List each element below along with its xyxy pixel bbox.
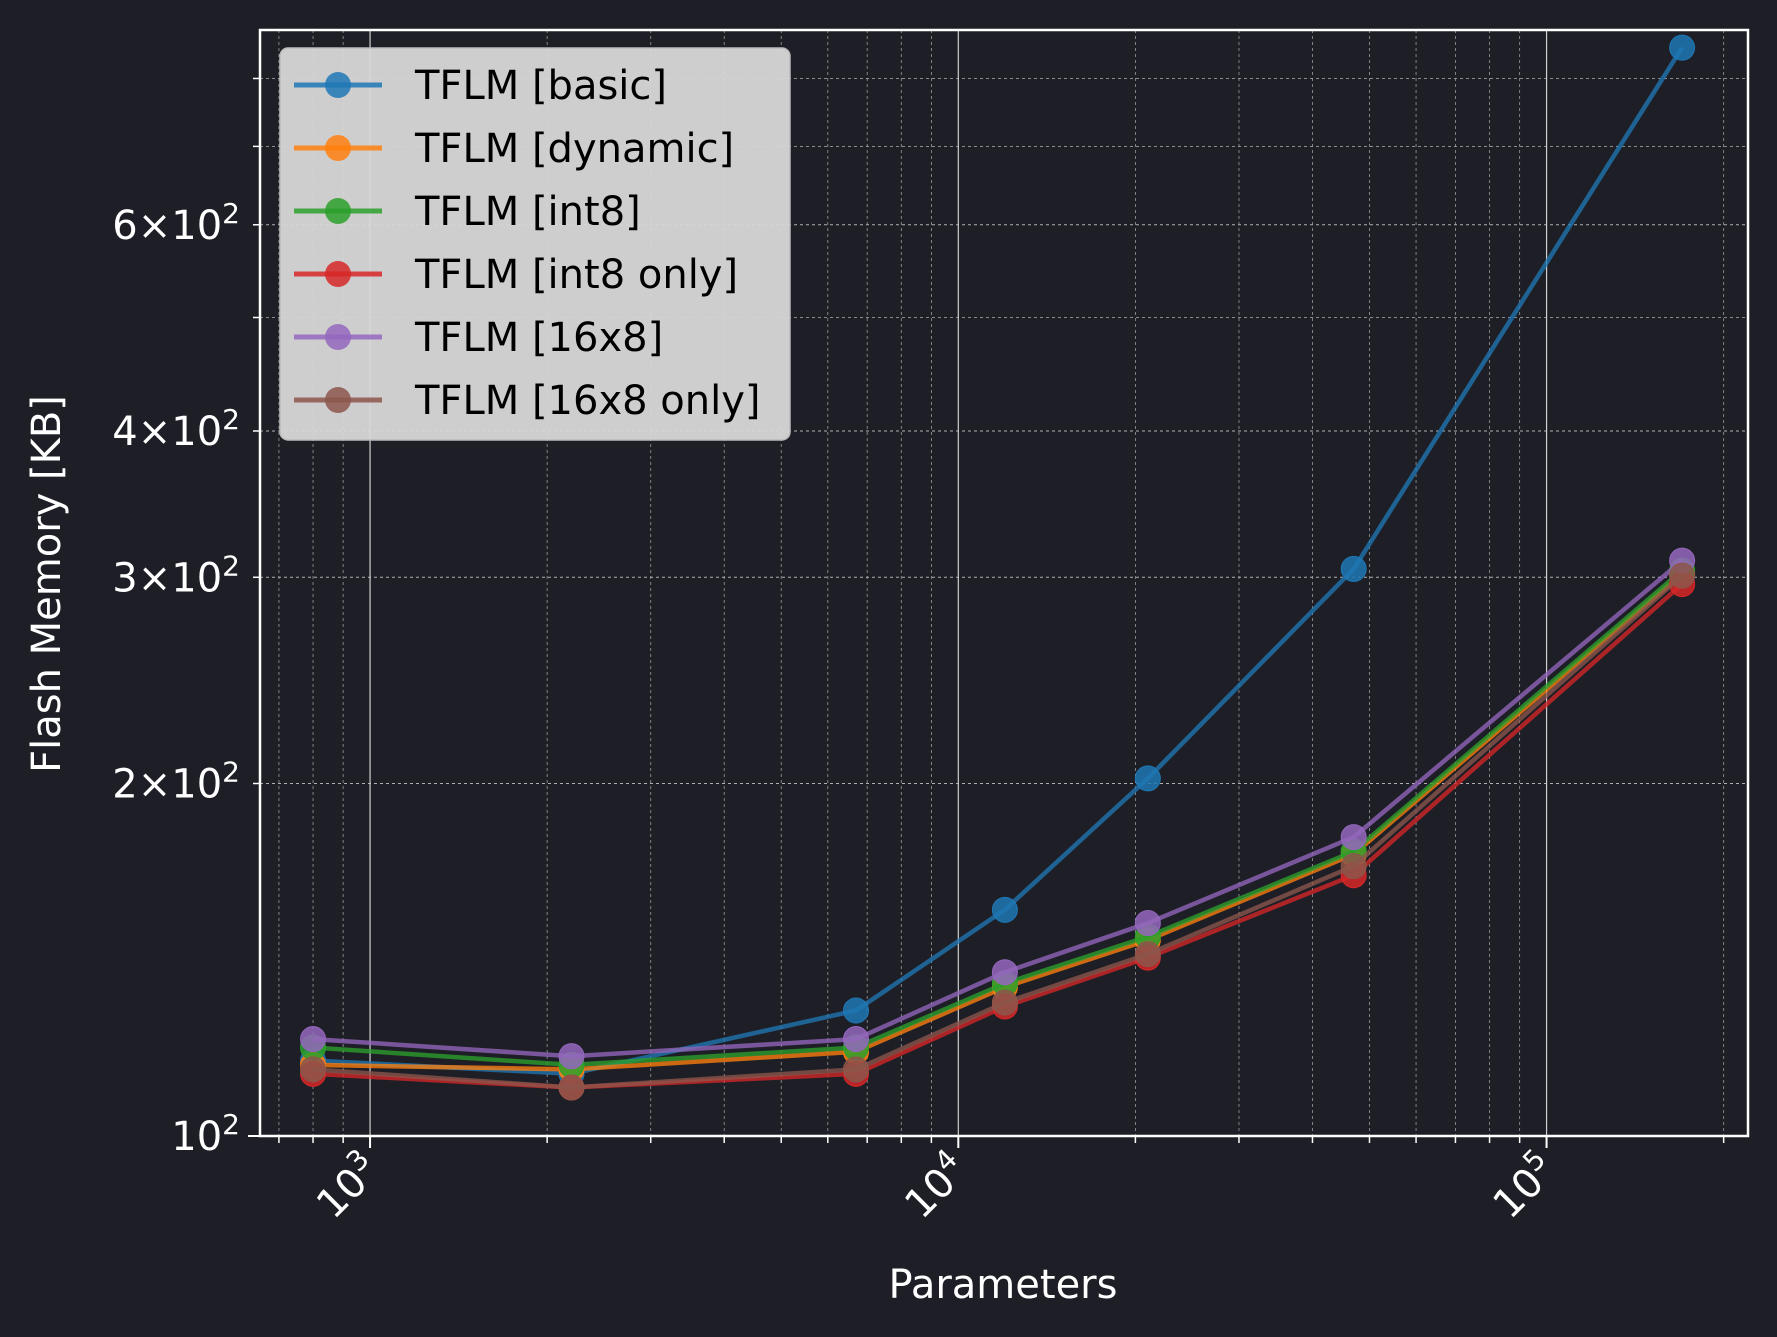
data-point [558, 1043, 585, 1070]
y-axis-title: Flash Memory [KB] [24, 395, 70, 773]
data-point [842, 1056, 869, 1083]
y-tick-label: 4×102 [112, 403, 240, 455]
legend-marker [325, 72, 351, 98]
data-point [1669, 562, 1696, 589]
plot-frame [258, 28, 1750, 1138]
legend-box [279, 47, 791, 441]
series-layer [300, 34, 1696, 1101]
legend-label: TFLM [16x8 only] [414, 378, 761, 424]
legend-label: TFLM [int8 only] [414, 252, 738, 298]
data-point [300, 1026, 327, 1053]
data-point [1669, 34, 1696, 61]
legend-marker [325, 135, 351, 161]
data-point [991, 959, 1018, 986]
data-point [300, 1056, 327, 1083]
legend-label: TFLM [dynamic] [414, 126, 734, 172]
data-point [1134, 765, 1161, 792]
data-point [991, 896, 1018, 923]
data-point [1340, 853, 1367, 880]
data-point [842, 1026, 869, 1053]
data-point [1134, 941, 1161, 968]
data-point [1134, 910, 1161, 937]
legend-label: TFLM [basic] [414, 63, 667, 109]
legend-label: TFLM [int8] [414, 189, 641, 235]
data-point [1340, 824, 1367, 851]
legend-marker [325, 198, 351, 224]
y-tick-label: 6×102 [112, 197, 240, 249]
data-point [1340, 555, 1367, 582]
y-tick-label: 102 [171, 1108, 240, 1160]
legend-marker [325, 324, 351, 350]
y-tick-label: 3×102 [112, 549, 240, 601]
data-point [842, 997, 869, 1024]
legend-marker [325, 387, 351, 413]
x-axis-title: Parameters [889, 1262, 1118, 1308]
axis-ticks [248, 77, 1725, 1148]
legend-marker [325, 261, 351, 287]
legend: TFLM [basic] TFLM [dynamic] TFLM [int8] TFL… [279, 47, 791, 441]
data-point [558, 1074, 585, 1101]
legend-label: TFLM [16x8] [414, 315, 663, 361]
y-tick-label: 2×102 [112, 755, 240, 807]
data-point [991, 989, 1018, 1016]
